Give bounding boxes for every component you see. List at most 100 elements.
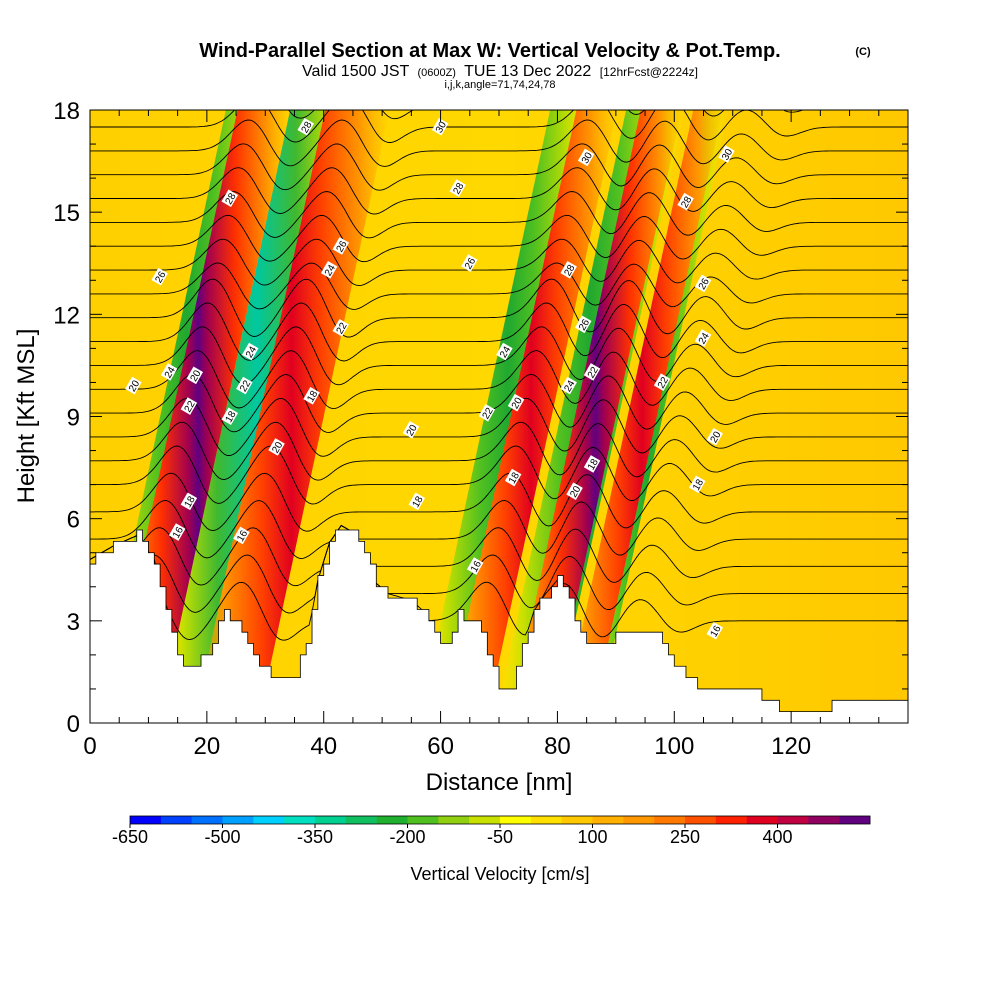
colorbar-swatch — [284, 816, 316, 824]
svg-text:30: 30 — [720, 147, 735, 163]
svg-text:16: 16 — [171, 525, 186, 541]
svg-text:22: 22 — [481, 406, 496, 422]
svg-text:30: 30 — [434, 120, 449, 136]
x-tick-label: 120 — [771, 733, 811, 760]
contour-label: 24 — [694, 329, 712, 347]
x-tick-label: 100 — [654, 733, 694, 760]
subtitle-date: TUE 13 Dec 2022 — [464, 63, 591, 80]
chart-title: Wind-Parallel Section at Max W: Vertical… — [199, 40, 780, 62]
pot-temp-contour-line — [90, 167, 908, 215]
x-tick-label: 60 — [427, 733, 454, 760]
contour-label: 28 — [221, 189, 239, 208]
x-axis-label: Distance [nm] — [426, 769, 573, 796]
colorbar-swatch — [777, 816, 809, 824]
colorbar-label: Vertical Velocity [cm/s] — [410, 864, 589, 884]
pot-temp-contour-line — [90, 262, 908, 310]
y-tick-label: 12 — [53, 302, 80, 329]
colorbar-swatch — [160, 816, 192, 824]
updraft-band — [444, 110, 618, 723]
svg-text:20: 20 — [510, 395, 525, 411]
chart-subtitle: Valid 1500 JST (0600Z) TUE 13 Dec 2022 [… — [302, 63, 698, 80]
contour-label: 24 — [160, 363, 178, 381]
svg-text:28: 28 — [451, 181, 466, 197]
colorbar-tick-label: 250 — [670, 827, 700, 847]
svg-text:24: 24 — [697, 331, 712, 347]
contour-label: 20 — [402, 421, 420, 439]
y-tick-label: 9 — [67, 405, 80, 432]
colorbar-tick-label: 400 — [762, 827, 792, 847]
pot-temp-contour-line — [90, 421, 908, 481]
svg-text:28: 28 — [679, 194, 694, 210]
svg-text:26: 26 — [577, 317, 592, 333]
svg-text:22: 22 — [238, 378, 253, 394]
svg-text:20: 20 — [189, 368, 204, 384]
contour-label: 26 — [461, 254, 478, 272]
svg-text:24: 24 — [163, 365, 178, 381]
colorbar-swatch — [808, 816, 840, 824]
contour-label: 16 — [466, 557, 484, 575]
y-tick-label: 3 — [67, 609, 80, 636]
colorbar-swatch — [130, 816, 162, 824]
svg-text:20: 20 — [405, 423, 420, 439]
subtitle-valid-time: Valid 1500 JST — [302, 63, 410, 80]
contour-label: 16 — [706, 621, 724, 640]
contour-label: 24 — [242, 342, 259, 361]
colorbar-swatch — [345, 816, 377, 824]
svg-text:20: 20 — [127, 378, 142, 394]
svg-text:18: 18 — [224, 409, 239, 425]
x-tick-label: 20 — [194, 733, 221, 760]
updraft-band — [193, 110, 390, 723]
colorbar: -650 -500 -350 -200 -50 100 250 400 — [112, 815, 871, 847]
y-tick-label: 6 — [67, 507, 80, 534]
pot-temp-contour-line — [90, 524, 908, 641]
contour-label: 28 — [297, 117, 315, 136]
contour-label: 24 — [560, 376, 578, 395]
y-tick-label: 15 — [53, 200, 80, 227]
colorbar-tick-label: -50 — [487, 827, 513, 847]
colorbar-swatch — [839, 816, 871, 824]
svg-text:20: 20 — [270, 440, 285, 456]
contour-label: 22 — [653, 373, 671, 391]
svg-text:22: 22 — [656, 375, 671, 391]
pot-temp-contour-line — [90, 143, 908, 191]
contour-label: 16 — [168, 523, 186, 541]
colorbar-swatch — [376, 816, 408, 824]
svg-text:28: 28 — [300, 120, 315, 136]
pot-temp-contour-line — [90, 350, 908, 410]
pot-temp-contour-line — [90, 119, 908, 167]
svg-text:20: 20 — [568, 484, 583, 500]
updraft-band — [509, 110, 682, 723]
colorbar-swatch — [715, 816, 747, 824]
svg-text:18: 18 — [586, 457, 601, 473]
contour-label: 22 — [236, 376, 253, 395]
colorbar-swatch — [685, 816, 717, 824]
x-tick-label: 80 — [544, 733, 571, 760]
colorbar-swatch — [469, 816, 501, 824]
x-tick-label: 40 — [310, 733, 337, 760]
svg-text:16: 16 — [709, 624, 724, 640]
svg-text:16: 16 — [235, 528, 250, 544]
contour-label: 26 — [332, 237, 350, 255]
pot-temp-contour-line — [90, 238, 908, 287]
svg-text:28: 28 — [224, 191, 239, 207]
contour-label: 26 — [575, 315, 592, 334]
chart-grid-info: i,j,k,angle=71,74,24,78 — [444, 79, 555, 91]
colorbar-tick-label: -200 — [389, 827, 425, 847]
contour-label: 20 — [706, 427, 724, 446]
colorbar-swatch — [623, 816, 655, 824]
svg-text:28: 28 — [562, 263, 577, 279]
y-axis-label: Height [Kft MSL] — [13, 329, 40, 504]
colorbar-swatch — [438, 816, 470, 824]
colorbar-swatch — [222, 816, 254, 824]
svg-text:22: 22 — [335, 321, 350, 337]
contour-label: 18 — [504, 468, 522, 487]
colorbar-swatch — [592, 816, 624, 824]
terrain-mask — [90, 529, 908, 723]
contour-label: 18 — [689, 475, 706, 494]
colorbar-tick-label: 100 — [577, 827, 607, 847]
contour-label: 20 — [507, 393, 525, 412]
colorbar-swatch — [315, 816, 347, 824]
svg-text:18: 18 — [183, 494, 198, 510]
pot-temp-contours — [90, 110, 908, 641]
